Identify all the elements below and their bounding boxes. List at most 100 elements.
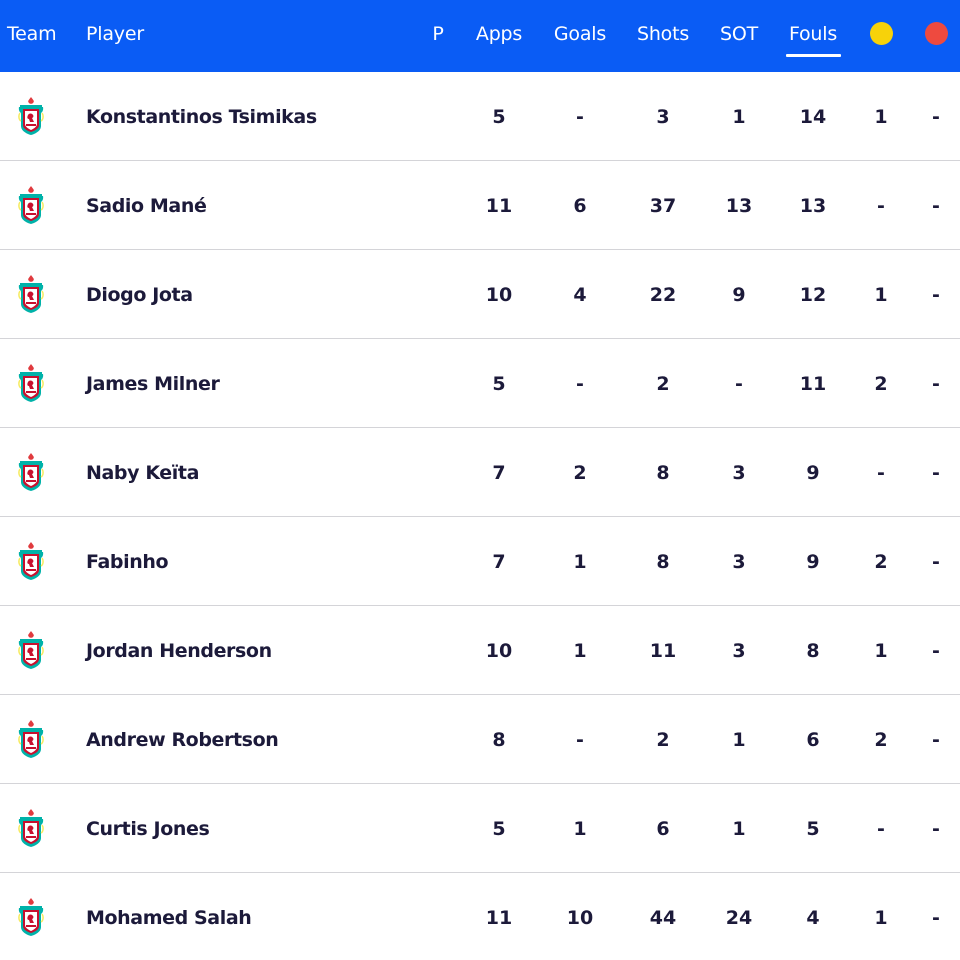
shots-cell: 2 — [656, 373, 670, 395]
player-name[interactable]: Andrew Robertson — [86, 729, 279, 751]
liverpool-crest-icon — [17, 719, 45, 759]
player-name[interactable]: Naby Keïta — [86, 462, 200, 484]
apps-cell: 10 — [485, 640, 513, 662]
yellow-cards-cell: 1 — [874, 106, 888, 128]
table-row[interactable]: Fabinho 7 1 8 3 9 2 - — [0, 517, 960, 606]
apps-cell: 7 — [492, 462, 506, 484]
yellow-cards-cell: - — [877, 462, 885, 484]
liverpool-crest-icon — [17, 274, 45, 314]
liverpool-crest-icon — [17, 452, 45, 492]
player-name[interactable]: James Milner — [86, 373, 220, 395]
red-cards-cell: - — [932, 729, 940, 751]
yellow-cards-cell: 1 — [874, 284, 888, 306]
column-header-sot[interactable]: SOT — [719, 23, 759, 45]
player-name[interactable]: Jordan Henderson — [86, 640, 272, 662]
apps-cell: 5 — [492, 818, 506, 840]
column-header-team[interactable]: Team — [7, 23, 57, 45]
player-name[interactable]: Sadio Mané — [86, 195, 207, 217]
sot-cell: 3 — [732, 462, 746, 484]
shots-cell: 22 — [649, 284, 677, 306]
apps-cell: 11 — [485, 907, 513, 929]
player-name[interactable]: Konstantinos Tsimikas — [86, 106, 317, 128]
yellow-card-icon[interactable] — [870, 22, 893, 45]
shots-cell: 8 — [656, 551, 670, 573]
liverpool-crest-icon — [17, 363, 45, 403]
column-header-fouls[interactable]: Fouls — [788, 23, 838, 45]
goals-cell: 6 — [573, 195, 587, 217]
table-row[interactable]: Curtis Jones 5 1 6 1 5 - - — [0, 784, 960, 873]
active-sort-indicator — [786, 54, 841, 57]
column-header-shots[interactable]: Shots — [636, 23, 690, 45]
table-row[interactable]: Andrew Robertson 8 - 2 1 6 2 - — [0, 695, 960, 784]
red-cards-cell: - — [932, 907, 940, 929]
table-row[interactable]: Diogo Jota 10 4 22 9 12 1 - — [0, 250, 960, 339]
player-name[interactable]: Curtis Jones — [86, 818, 210, 840]
sot-cell: 1 — [732, 818, 746, 840]
yellow-cards-cell: - — [877, 818, 885, 840]
yellow-cards-cell: 1 — [874, 907, 888, 929]
column-header-player[interactable]: Player — [86, 23, 144, 45]
table-row[interactable]: Mohamed Salah 11 10 44 24 4 1 - — [0, 873, 960, 960]
fouls-cell: 5 — [806, 818, 820, 840]
goals-cell: - — [576, 373, 584, 395]
table-row[interactable]: Sadio Mané 11 6 37 13 13 - - — [0, 161, 960, 250]
apps-cell: 10 — [485, 284, 513, 306]
shots-cell: 6 — [656, 818, 670, 840]
shots-cell: 8 — [656, 462, 670, 484]
apps-cell: 11 — [485, 195, 513, 217]
liverpool-crest-icon — [17, 897, 45, 937]
table-row[interactable]: Konstantinos Tsimikas 5 - 3 1 14 1 - — [0, 72, 960, 161]
fouls-cell: 13 — [799, 195, 827, 217]
shots-cell: 44 — [649, 907, 677, 929]
sot-cell: 9 — [732, 284, 746, 306]
sot-cell: - — [735, 373, 743, 395]
yellow-cards-cell: - — [877, 195, 885, 217]
goals-cell: - — [576, 106, 584, 128]
apps-cell: 5 — [492, 106, 506, 128]
liverpool-crest-icon — [17, 96, 45, 136]
red-card-icon[interactable] — [925, 22, 948, 45]
fouls-cell: 9 — [806, 551, 820, 573]
red-cards-cell: - — [932, 640, 940, 662]
column-header-position[interactable]: P — [432, 23, 444, 45]
shots-cell: 2 — [656, 729, 670, 751]
sot-cell: 3 — [732, 551, 746, 573]
red-cards-cell: - — [932, 373, 940, 395]
player-name[interactable]: Diogo Jota — [86, 284, 193, 306]
shots-cell: 3 — [656, 106, 670, 128]
column-header-apps[interactable]: Apps — [475, 23, 523, 45]
goals-cell: - — [576, 729, 584, 751]
fouls-cell: 14 — [799, 106, 827, 128]
table-body: Konstantinos Tsimikas 5 - 3 1 14 1 - Sadio Mané… — [0, 72, 960, 960]
yellow-cards-cell: 2 — [874, 551, 888, 573]
player-name[interactable]: Fabinho — [86, 551, 169, 573]
apps-cell: 5 — [492, 373, 506, 395]
red-cards-cell: - — [932, 106, 940, 128]
table-header: Team Player P Apps Goals Shots SOT Fouls — [0, 0, 960, 72]
fouls-cell: 9 — [806, 462, 820, 484]
table-row[interactable]: Jordan Henderson 10 1 11 3 8 1- — [0, 606, 960, 695]
shots-cell: 37 — [649, 195, 677, 217]
yellow-cards-cell: 2 — [874, 729, 888, 751]
liverpool-crest-icon — [17, 185, 45, 225]
liverpool-crest-icon — [17, 630, 45, 670]
goals-cell: 10 — [566, 907, 594, 929]
fouls-cell: 11 — [799, 373, 827, 395]
player-name[interactable]: Mohamed Salah — [86, 907, 252, 929]
fouls-cell: 12 — [799, 284, 827, 306]
liverpool-crest-icon — [17, 541, 45, 581]
table-row[interactable]: James Milner 5 - 2 - 11 2 - — [0, 339, 960, 428]
goals-cell: 2 — [573, 462, 587, 484]
liverpool-crest-icon — [17, 808, 45, 848]
yellow-cards-cell: 1 — [874, 640, 888, 662]
column-header-goals[interactable]: Goals — [553, 23, 607, 45]
table-row[interactable]: Naby Keïta 7 2 8 3 9 - - — [0, 428, 960, 517]
sot-cell: 1 — [732, 106, 746, 128]
apps-cell: 8 — [492, 729, 506, 751]
red-cards-cell: - — [932, 551, 940, 573]
sot-cell: 3 — [732, 640, 746, 662]
red-cards-cell: - — [932, 195, 940, 217]
goals-cell: 1 — [573, 640, 587, 662]
sot-cell: 24 — [725, 907, 753, 929]
